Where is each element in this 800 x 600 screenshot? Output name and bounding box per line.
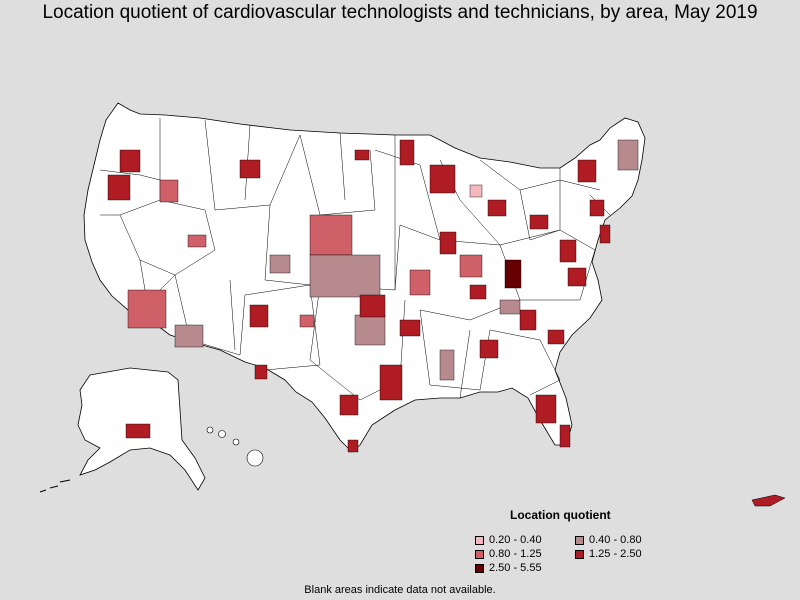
alaska [39,367,206,493]
legend-item-0: 0.20 - 0.40 [475,534,542,546]
legend-label: 2.50 - 5.55 [489,562,542,574]
legend-item-2: 0.80 - 1.25 [475,548,542,560]
puerto-rico [751,494,786,507]
map-title: Location quotient of cardiovascular tech… [42,2,758,23]
contiguous-us [83,102,646,453]
legend-swatch [575,549,584,559]
legend-swatch [475,563,484,573]
legend-swatch [475,535,484,545]
legend-label: 1.25 - 2.50 [589,548,642,560]
legend-item-3: 1.25 - 2.50 [575,548,642,560]
hawaii [206,426,264,467]
legend-label: 0.40 - 0.80 [589,534,642,546]
legend-swatch [575,535,584,545]
legend-label: 0.20 - 0.40 [489,534,542,546]
legend-item-1: 0.40 - 0.80 [575,534,642,546]
legend-swatch [475,549,484,559]
footnote: Blank areas indicate data not available. [304,584,496,596]
shaded-areas [107,139,639,453]
legend-label: 0.80 - 1.25 [489,548,542,560]
legend-title: Location quotient [510,508,611,522]
legend: Location quotient 0.20 - 0.40 0.40 - 0.8… [470,506,720,578]
legend-item-4: 2.50 - 5.55 [475,562,542,574]
